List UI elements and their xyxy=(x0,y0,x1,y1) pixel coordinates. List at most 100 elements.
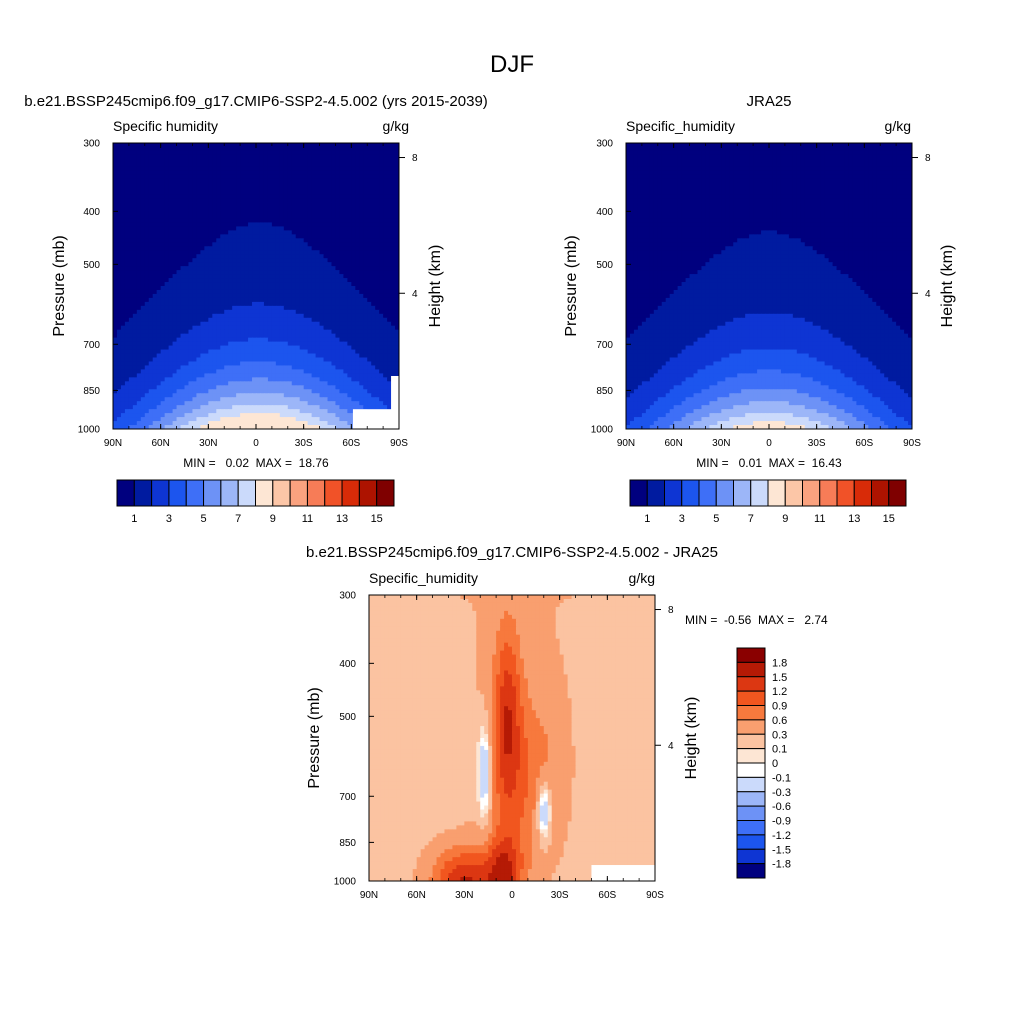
field-cell xyxy=(248,353,253,359)
field-cell xyxy=(267,309,273,315)
field-cell xyxy=(184,325,190,331)
field-cell xyxy=(220,274,225,279)
field-cell xyxy=(184,341,190,347)
field-cell xyxy=(395,297,399,303)
field-cell xyxy=(228,325,233,331)
field-cell xyxy=(148,242,154,247)
field-cell xyxy=(323,158,329,164)
field-cell xyxy=(164,262,170,267)
field-cell xyxy=(148,305,154,311)
field-cell xyxy=(220,238,225,243)
field-cell xyxy=(220,345,225,351)
field-cell xyxy=(267,254,273,259)
field-cell xyxy=(164,202,170,208)
field-cell xyxy=(355,293,360,299)
field-cell xyxy=(319,154,325,160)
left-label: Specific humidity xyxy=(113,118,218,134)
field-cell xyxy=(172,282,178,287)
field-cell xyxy=(359,143,364,148)
field-cell xyxy=(180,361,186,367)
field-cell xyxy=(152,214,158,220)
field-cell xyxy=(359,266,364,271)
field-cell xyxy=(287,361,293,367)
field-cell xyxy=(176,389,182,394)
field-cell xyxy=(228,250,233,255)
field-cell xyxy=(128,369,134,374)
field-cell xyxy=(152,278,158,283)
field-cell xyxy=(283,317,289,323)
field-cell xyxy=(113,357,118,363)
field-cell xyxy=(196,341,201,347)
field-cell xyxy=(236,174,241,180)
field-cell xyxy=(200,150,205,156)
field-cell xyxy=(295,357,301,363)
field-cell xyxy=(220,210,225,216)
field-cell xyxy=(224,166,229,172)
field-cell xyxy=(339,373,344,378)
field-cell xyxy=(339,349,344,355)
field-cell xyxy=(343,349,348,355)
field-cell xyxy=(144,361,150,367)
field-cell xyxy=(176,357,182,363)
field-cell xyxy=(263,146,269,152)
field-cell xyxy=(116,293,122,299)
field-cell xyxy=(315,337,321,343)
field-cell xyxy=(347,325,352,331)
field-cell xyxy=(347,166,352,172)
field-cell xyxy=(232,166,237,172)
field-cell xyxy=(136,381,142,386)
field-cell xyxy=(331,278,337,283)
field-cell xyxy=(379,206,384,212)
field-cell xyxy=(212,202,217,208)
field-cell xyxy=(128,154,134,160)
field-cell xyxy=(319,309,325,315)
field-cell xyxy=(168,274,174,279)
field-cell xyxy=(335,353,341,359)
field-cell xyxy=(120,230,126,235)
field-cell xyxy=(339,270,344,275)
field-cell xyxy=(172,289,178,295)
field-cell xyxy=(335,143,341,148)
field-cell xyxy=(220,313,225,319)
field-cell xyxy=(216,190,221,196)
field-cell xyxy=(363,170,368,176)
field-cell xyxy=(212,143,217,148)
field-cell xyxy=(200,226,205,231)
field-cell xyxy=(256,194,261,200)
field-cell xyxy=(240,301,245,307)
field-cell xyxy=(339,182,344,188)
field-cell xyxy=(343,242,348,247)
field-cell xyxy=(259,166,265,172)
field-cell xyxy=(367,198,372,204)
field-cell xyxy=(140,254,146,259)
field-cell xyxy=(339,154,344,160)
field-cell xyxy=(259,365,265,371)
field-cell xyxy=(387,373,392,378)
field-cell xyxy=(283,186,289,192)
field-cell xyxy=(347,369,352,374)
field-cell xyxy=(343,325,348,331)
field-cell xyxy=(136,262,142,267)
field-cell xyxy=(363,309,368,315)
field-cell xyxy=(327,397,333,402)
field-cell xyxy=(192,250,198,255)
field-cell xyxy=(160,325,166,331)
field-cell xyxy=(331,401,337,406)
field-cell xyxy=(236,365,241,371)
field-cell xyxy=(113,337,118,343)
field-cell xyxy=(343,301,348,307)
field-cell xyxy=(339,369,344,374)
field-cell xyxy=(295,389,301,394)
field-cell xyxy=(283,226,289,231)
field-cell xyxy=(160,337,166,343)
field-cell xyxy=(184,405,190,410)
field-cell xyxy=(232,317,237,323)
field-cell xyxy=(184,146,190,152)
field-cell xyxy=(113,266,118,271)
field-cell xyxy=(132,154,138,160)
field-cell xyxy=(395,226,399,231)
field-cell xyxy=(124,226,130,231)
field-cell xyxy=(279,317,285,323)
field-cell xyxy=(244,357,249,363)
field-cell xyxy=(303,353,309,359)
